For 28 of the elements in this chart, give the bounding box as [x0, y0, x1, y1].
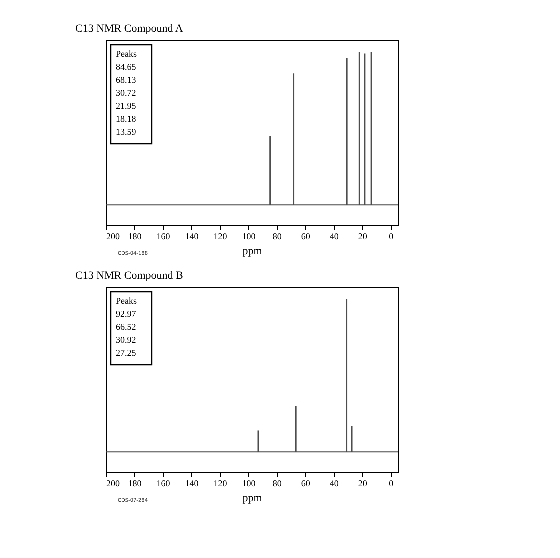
x-axis-title: ppm [242, 246, 263, 258]
x-tick-label: 80 [272, 232, 282, 242]
x-tick-label: 0 [389, 478, 394, 488]
x-tick-label: 140 [185, 478, 200, 488]
x-tick-label: 140 [185, 232, 200, 242]
x-axis-title: ppm [242, 492, 263, 504]
x-tick-label: 40 [330, 232, 340, 242]
x-tick-label: 0 [389, 232, 394, 242]
x-tick-label: 40 [330, 478, 340, 488]
x-tick-label: 20 [358, 232, 368, 242]
x-tick-label: 160 [156, 232, 171, 242]
annotation: Peaks 84.65 68.13 30.72 21.95 18.18 13.59 [116, 49, 138, 137]
x-tick-label: 200 [106, 232, 120, 242]
x-tick-label: 200 [106, 478, 120, 488]
x-tick-label: 20 [358, 478, 368, 488]
x-tick-label: 100 [242, 232, 256, 242]
x-tick-label: 100 [242, 478, 256, 488]
chart-title: C13 NMR Compound A [76, 23, 184, 35]
x-tick-label: 180 [128, 232, 142, 242]
x-tick-label: 180 [128, 478, 142, 488]
x-tick-label: 160 [156, 478, 171, 488]
x-tick-label: 60 [301, 478, 311, 488]
annotation: Peaks 92.97 66.52 30.92 27.25 [116, 296, 138, 358]
x-tick-label: 60 [301, 232, 311, 242]
chart-title: C13 NMR Compound B [76, 270, 184, 282]
x-tick-label: 120 [214, 232, 228, 242]
x-tick-label: 120 [214, 478, 228, 488]
x-tick-label: 80 [272, 478, 282, 488]
